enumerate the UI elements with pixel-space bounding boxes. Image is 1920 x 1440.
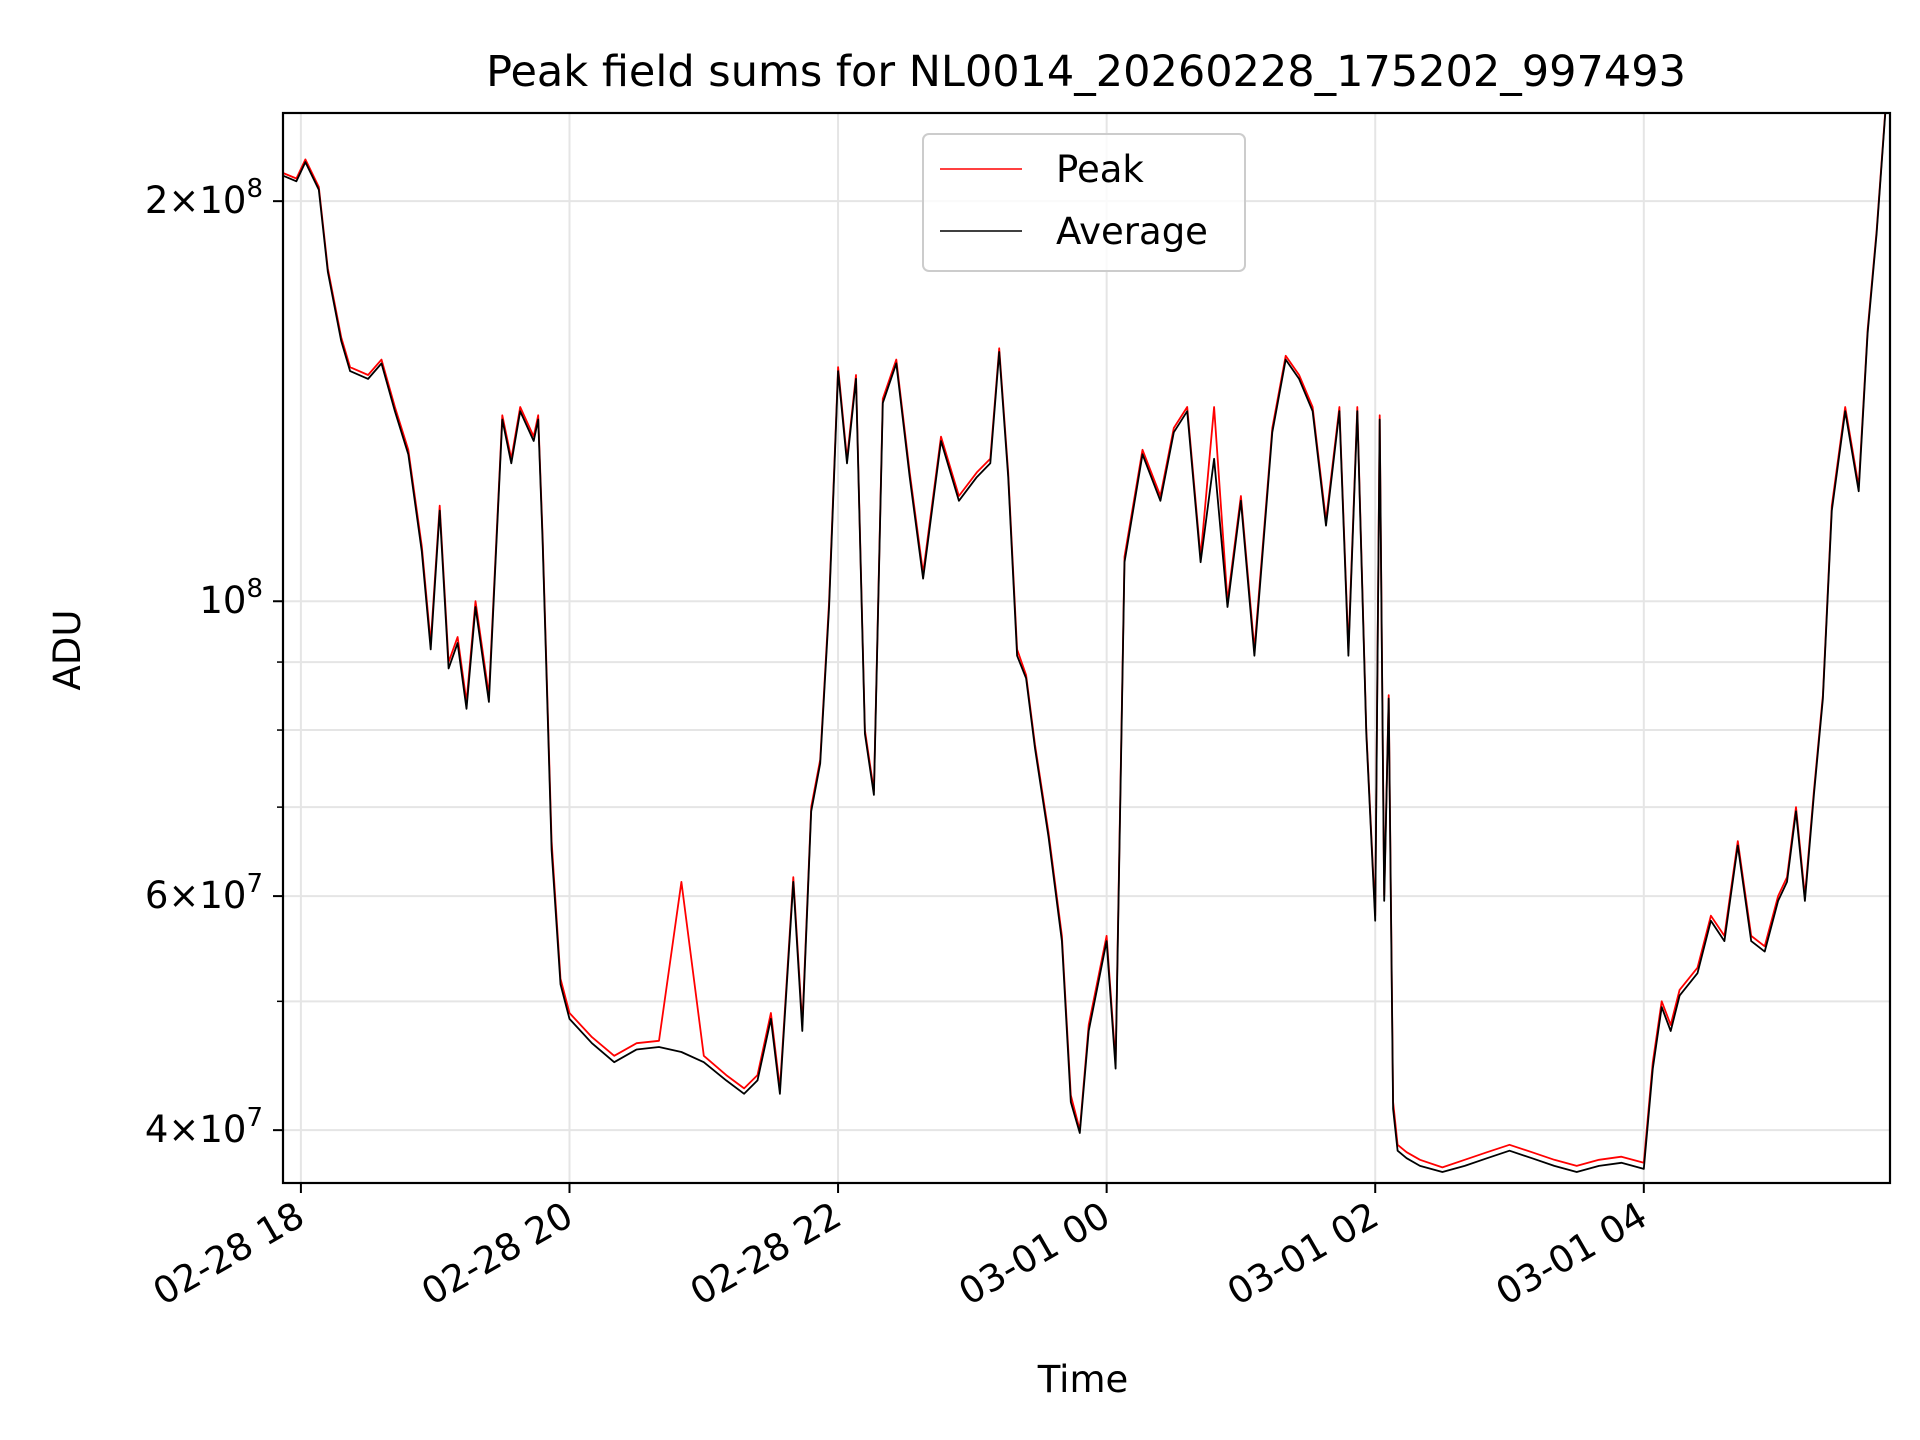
legend: Peak Average [922, 133, 1246, 272]
y-tick-label: 2×108 [145, 174, 263, 222]
x-axis-label: Time [1037, 1358, 1129, 1401]
series-line-average [283, 113, 1887, 1173]
y-tick-label: 108 [199, 574, 263, 622]
legend-label-average: Average [1056, 210, 1208, 253]
y-axis-label: ADU [46, 610, 89, 691]
y-axis: 4×107 6×107 108 2×108 [145, 174, 283, 1151]
y-tick-label: 4×107 [145, 1103, 263, 1151]
chart-title: Peak field sums for NL0014_20260228_1752… [486, 47, 1686, 97]
plot-frame [281, 111, 1892, 1185]
series-layer [283, 113, 1887, 1173]
y-tick-label: 6×107 [145, 869, 263, 917]
legend-label-peak: Peak [1056, 148, 1144, 191]
